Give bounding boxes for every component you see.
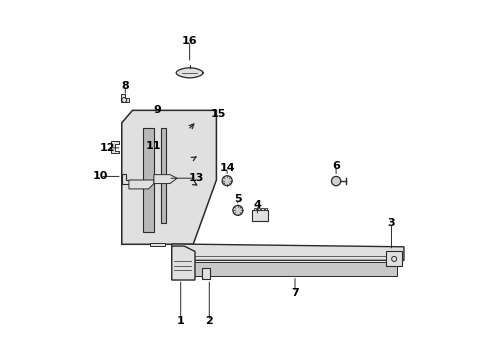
Bar [252, 210, 268, 221]
Polygon shape [143, 128, 154, 232]
Polygon shape [202, 268, 210, 279]
Circle shape [331, 176, 341, 186]
Bar [261, 207, 264, 210]
Text: 2: 2 [205, 316, 213, 326]
Polygon shape [122, 174, 136, 184]
Polygon shape [172, 244, 404, 260]
Text: 5: 5 [234, 194, 242, 203]
Bar [265, 207, 267, 210]
Text: 13: 13 [189, 173, 204, 183]
Circle shape [233, 205, 243, 215]
Text: 1: 1 [177, 316, 185, 326]
Circle shape [222, 176, 232, 186]
Text: 9: 9 [153, 105, 161, 115]
Text: 7: 7 [291, 288, 299, 297]
Polygon shape [161, 128, 167, 223]
Polygon shape [172, 246, 195, 280]
Text: 12: 12 [100, 143, 115, 153]
Polygon shape [121, 94, 129, 102]
Text: 3: 3 [388, 218, 395, 228]
Polygon shape [386, 251, 402, 266]
Polygon shape [150, 243, 165, 246]
Text: 16: 16 [182, 36, 197, 46]
Text: 14: 14 [220, 163, 235, 173]
Bar [258, 207, 260, 210]
Bar [254, 207, 256, 210]
Polygon shape [122, 111, 217, 244]
Polygon shape [186, 262, 397, 276]
Polygon shape [176, 68, 203, 78]
Polygon shape [154, 175, 177, 184]
Text: 4: 4 [253, 200, 262, 210]
Text: 11: 11 [146, 141, 162, 151]
Text: 10: 10 [93, 171, 108, 181]
Polygon shape [129, 180, 154, 189]
Polygon shape [111, 141, 119, 153]
Text: 15: 15 [211, 109, 226, 119]
Text: 6: 6 [332, 161, 340, 171]
Text: 8: 8 [122, 81, 129, 91]
